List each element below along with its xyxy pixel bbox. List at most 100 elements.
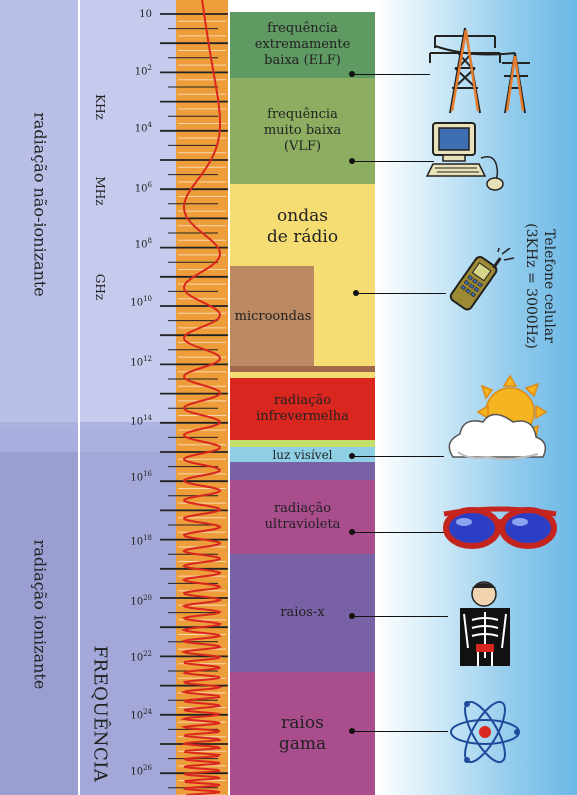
band-vlf-line1: frequência [267, 107, 338, 122]
band-vlf: frequência muito baixa (VLF) [230, 78, 375, 184]
exponent-base: 10 [130, 472, 144, 484]
connector-vlf-dot [349, 158, 355, 164]
connector-gamma-dot [349, 728, 355, 734]
infrared-spacer [230, 372, 375, 378]
exponent-power: 6 [147, 181, 152, 189]
frequency-exponent-label: 1010 [102, 295, 152, 308]
microwave-strip [230, 366, 375, 372]
frequency-exponent-label: 1020 [102, 594, 152, 607]
exponent-base: 10 [130, 652, 144, 664]
frequency-exponent-label: 108 [102, 237, 152, 250]
exponent-power: 24 [143, 708, 152, 716]
exponent-power: 16 [143, 470, 152, 478]
connector-elf-dot [349, 71, 355, 77]
exponent-base: 10 [130, 536, 144, 548]
exponent-power: 14 [143, 414, 152, 422]
exponent-base: 10 [134, 66, 148, 78]
exponent-power: 22 [143, 650, 152, 658]
band-elf-line3: baixa (ELF) [264, 53, 341, 68]
frequency-exponent-label: 1014 [102, 414, 152, 427]
connector-uv [352, 532, 444, 533]
wave-graphic [180, 0, 224, 795]
connector-xray-dot [349, 613, 355, 619]
exponent-power: 26 [143, 764, 152, 772]
connector-elf [352, 74, 430, 75]
non-ionizing-region [0, 0, 80, 430]
connector-visible-dot [349, 453, 355, 459]
exponent-base: 10 [130, 297, 144, 309]
band-ultraviolet: radiação ultravioleta [230, 480, 375, 554]
band-elf-line2: extremamente [254, 37, 351, 52]
band-xray-label: raios-x [280, 605, 325, 620]
band-microwave: microondas [230, 266, 314, 368]
exponent-base: 10 [130, 596, 144, 608]
exponent-base: 10 [130, 766, 144, 778]
band-infrared-line2: infrevermelha [256, 409, 349, 424]
band-ultraviolet-line2: ultravioleta [264, 517, 341, 532]
exponent-power: 18 [143, 534, 152, 542]
band-elf: frequência extremamente baixa (ELF) [230, 12, 375, 78]
visible-edge-bottom [230, 462, 375, 480]
exponent-power: 10 [143, 295, 152, 303]
exponent-base: 10 [130, 357, 144, 369]
frequency-exponent-label: 1018 [102, 534, 152, 547]
exponent-base: 10 [134, 183, 148, 195]
exponent-base: 10 [130, 416, 144, 428]
ghz-label-wrap: GHz [80, 274, 120, 300]
phone-label-line1: Telefone celular [541, 229, 557, 343]
connector-uv-dot [349, 529, 355, 535]
connector-vlf [352, 161, 434, 162]
band-infrared-line1: radiação [273, 393, 332, 408]
exponent-power: 20 [143, 594, 152, 602]
connector-radio [356, 293, 446, 294]
exponent-base: 10 [130, 710, 144, 722]
frequency-title: FREQUÊNCIA [89, 645, 111, 783]
non-ionizing-label: radiação não-ionizante [30, 112, 50, 297]
frequency-exponent-label: 106 [102, 181, 152, 194]
exponent-base: 10 [139, 9, 152, 20]
band-visible: luz visível [230, 447, 375, 462]
ionization-boundary [0, 422, 176, 452]
xray-person-icon [460, 581, 510, 666]
band-gamma-line2: gama [278, 733, 327, 754]
exponent-base: 10 [134, 239, 148, 251]
band-radio-line1: ondas [277, 206, 328, 226]
frequency-exponent-label: 104 [102, 121, 152, 134]
exponent-power: 2 [147, 64, 152, 72]
ionizing-label: radiação ionizante [30, 539, 50, 690]
computer-icon [425, 122, 504, 191]
connector-visible [352, 456, 444, 457]
frequency-exponent-label: 10 [102, 9, 152, 20]
exponent-power: 12 [143, 355, 152, 363]
exponent-power: 8 [147, 237, 152, 245]
exponent-power: 4 [147, 121, 152, 129]
sunglasses-icon [443, 506, 557, 549]
band-vlf-line2: muito baixa [263, 123, 342, 138]
band-infrared: radiação infrevermelha [230, 378, 375, 440]
band-radio-line2: de rádio [266, 227, 339, 247]
band-gamma-line1: raios [281, 712, 324, 733]
frequency-exponent-label: 1026 [102, 764, 152, 777]
power-tower-icon [429, 27, 530, 114]
exponent-base: 10 [134, 123, 148, 135]
frequency-exponent-label: 1024 [102, 708, 152, 721]
atom-icon [450, 700, 520, 764]
cell-phone-icon [449, 248, 515, 311]
phone-label-line2: (3KHz = 3000Hz) [523, 223, 539, 349]
band-microwave-label: microondas [234, 309, 312, 324]
ionizing-label-wrap: radiação ionizante [0, 540, 140, 690]
band-ultraviolet-line1: radiação [273, 501, 332, 516]
band-elf-line1: frequência [267, 21, 338, 36]
frequency-exponent-label: 1012 [102, 355, 152, 368]
frequency-exponent-label: 102 [102, 64, 152, 77]
frequency-exponent-label: 1016 [102, 470, 152, 483]
connector-gamma [352, 731, 448, 732]
ionizing-region [0, 430, 80, 795]
khz-label-wrap: KHz [80, 94, 120, 120]
frequency-column-bottom [80, 430, 176, 795]
sun-cloud-icon [448, 374, 548, 460]
band-visible-label: luz visível [272, 447, 333, 462]
frequency-exponent-label: 1022 [102, 650, 152, 663]
column-divider [78, 0, 80, 795]
band-vlf-line3: (VLF) [283, 139, 322, 154]
